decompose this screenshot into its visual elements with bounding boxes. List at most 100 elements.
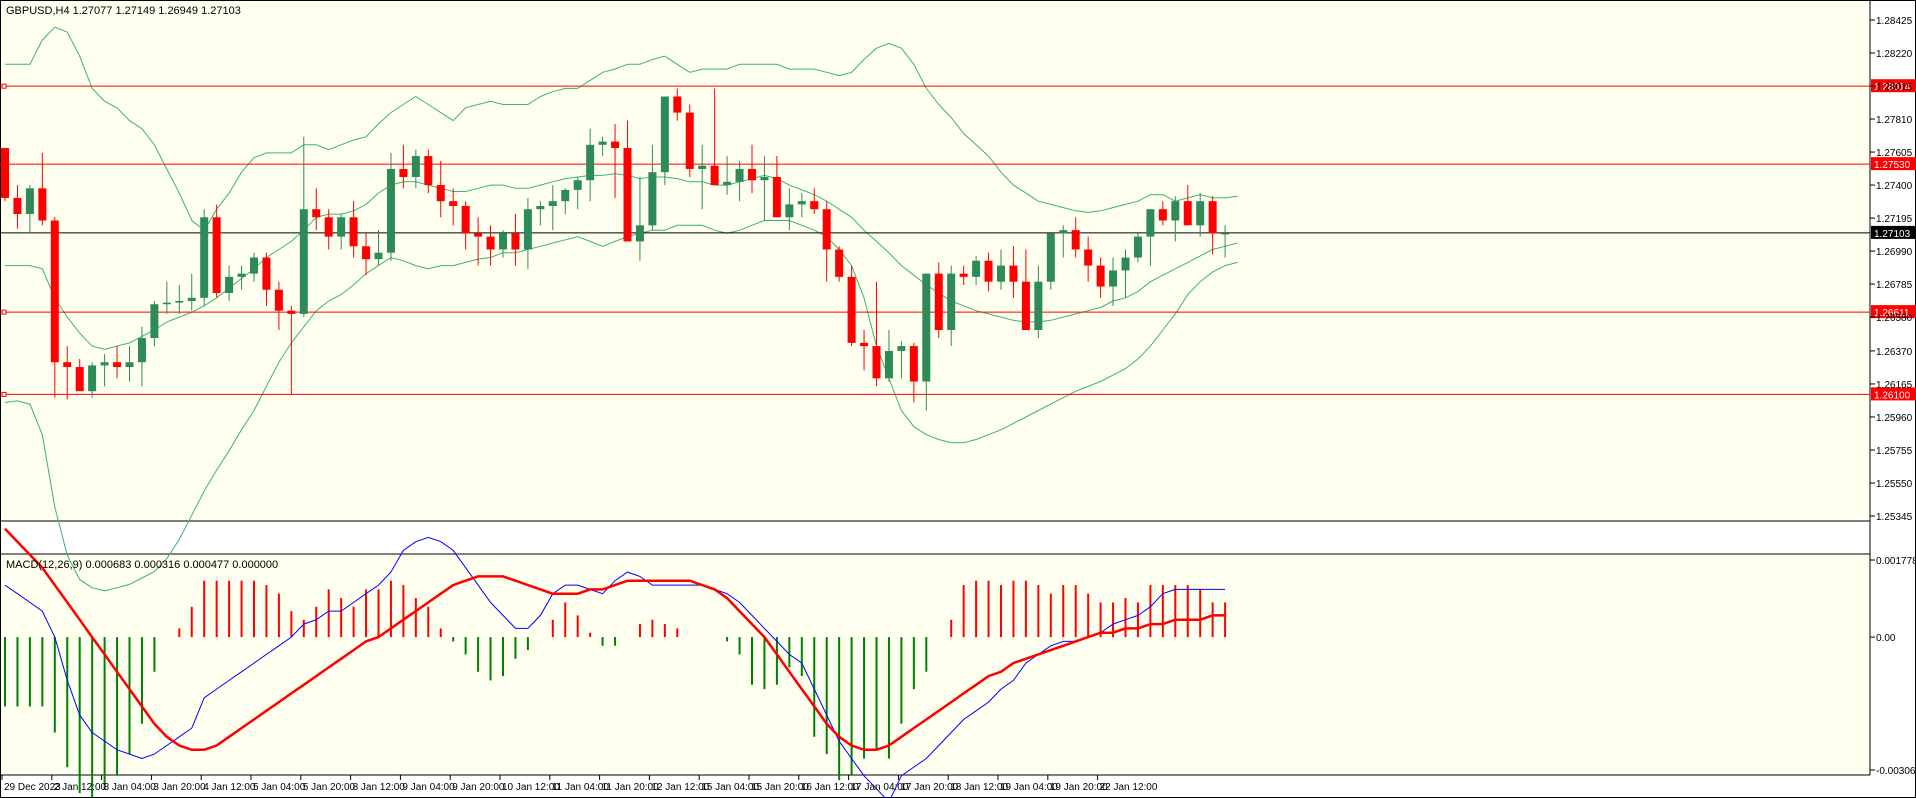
time-tick-label: 2 Jan 12:00 [54, 782, 107, 793]
time-tick-label: 17 Jan 20:00 [900, 782, 958, 793]
candle-body [972, 260, 981, 277]
price-tick-label: 1.26165 [1876, 380, 1913, 391]
candle-body [897, 346, 906, 351]
candle-body [984, 260, 993, 282]
price-tick-label: 1.26990 [1876, 247, 1913, 258]
candle-body [274, 289, 283, 311]
candle-body [411, 156, 420, 178]
price-tick-label: 1.27605 [1876, 148, 1913, 159]
candle-body [909, 346, 918, 382]
candle-body [797, 201, 806, 205]
candle-body [822, 209, 831, 250]
band-upper-line [5, 26, 1238, 231]
candle-body [934, 273, 943, 330]
bollinger-bands [4, 26, 1238, 592]
candle-body [1009, 265, 1018, 282]
time-tick-label: 9 Jan 04:00 [402, 782, 455, 793]
candle-body [13, 197, 22, 215]
candle-body [548, 201, 557, 206]
candle-body [1146, 209, 1155, 237]
candle-body [1158, 209, 1167, 221]
time-tick-label: 29 Dec 2023 [4, 782, 61, 793]
candle-body [324, 217, 333, 237]
candle-body [959, 273, 968, 277]
candle-body [1121, 257, 1130, 271]
time-tick-label: 3 Jan 04:00 [104, 782, 157, 793]
candle-body [673, 96, 682, 113]
candle-body [611, 141, 620, 149]
candle-body [660, 96, 669, 173]
candle-body [710, 165, 719, 186]
time-tick-label: 8 Jan 12:00 [353, 782, 406, 793]
candle-body [250, 257, 258, 274]
time-tick-label: 10 Jan 12:00 [502, 782, 560, 793]
candle-body [810, 201, 819, 210]
candle-body [573, 180, 582, 190]
macd-tick-label: 0.00 [1876, 633, 1896, 644]
level-price-label: 1.26611 [1874, 308, 1910, 319]
candle-body [374, 252, 383, 260]
candle-body [113, 362, 122, 368]
time-tick-label: 12 Jan 12:00 [651, 782, 709, 793]
level-price-badge [1871, 387, 1916, 401]
macd-main-line [4, 527, 1226, 752]
time-tick-label: 17 Jan 04:00 [851, 782, 909, 793]
level-price-label: 1.26100 [1874, 390, 1911, 401]
price-tick-label: 1.26580 [1876, 313, 1913, 324]
candle-body [349, 217, 358, 247]
candle-body [511, 233, 520, 250]
candle-body [1071, 230, 1080, 250]
level-price-badge [1871, 79, 1916, 93]
candle-body [337, 217, 346, 237]
candle-body [772, 177, 781, 218]
candle-body [362, 246, 371, 260]
candle-body [1, 148, 9, 198]
candle-body [997, 265, 1005, 282]
level-handle[interactable] [1, 309, 7, 315]
price-axis: 1.28425 1.28220 1.28015 1.27810 1.27605 1.274… [1870, 16, 1913, 523]
price-tick-label: 1.26785 [1876, 280, 1913, 291]
candle-body [386, 168, 395, 253]
current-price-badge [1871, 225, 1916, 239]
time-tick-label: 9 Jan 20:00 [452, 782, 505, 793]
candle-body [586, 144, 595, 181]
price-tick-label: 1.25960 [1876, 413, 1913, 424]
candle-body [1171, 201, 1180, 221]
price-tick-label: 1.28425 [1876, 16, 1913, 27]
candle-body [262, 257, 271, 290]
price-tick-label: 1.25755 [1876, 446, 1913, 457]
macd-axis: 0.001778 0.00 -0.003066 [1870, 556, 1916, 777]
candle-body [424, 156, 433, 186]
candle-body [1183, 201, 1192, 226]
candle-body [299, 209, 308, 314]
level-handle[interactable] [1, 391, 7, 397]
candle-body [187, 297, 196, 302]
time-tick-label: 19 Jan 04:00 [1000, 782, 1058, 793]
price-tick-label: 1.27195 [1876, 214, 1913, 225]
candle-body [50, 220, 59, 363]
candle-body [1221, 233, 1230, 235]
candle-body [1084, 249, 1093, 266]
level-handle[interactable] [1, 83, 7, 89]
level-price-badge [1871, 305, 1916, 319]
candle-body [1133, 236, 1142, 258]
band-middle-line [5, 173, 1238, 350]
candle-body [38, 188, 47, 221]
candle-body [63, 362, 72, 368]
time-tick-label: 22 Jan 12:00 [1100, 782, 1158, 793]
macd-indicator [4, 527, 1227, 798]
time-tick-label: 5 Jan 20:00 [303, 782, 356, 793]
time-tick-label: 3 Jan 20:00 [153, 782, 206, 793]
price-tick-label: 1.27400 [1876, 181, 1913, 192]
price-tick-label: 1.25345 [1876, 512, 1913, 523]
candle-body [237, 273, 246, 277]
time-tick-label: 19 Jan 20:00 [1050, 782, 1108, 793]
level-price-badge [1871, 157, 1916, 171]
candle-body [922, 273, 931, 382]
time-tick-label: 18 Jan 12:00 [950, 782, 1008, 793]
candle-body [1059, 230, 1068, 234]
price-tick-label: 1.28015 [1876, 82, 1913, 93]
candle-body [561, 189, 570, 202]
